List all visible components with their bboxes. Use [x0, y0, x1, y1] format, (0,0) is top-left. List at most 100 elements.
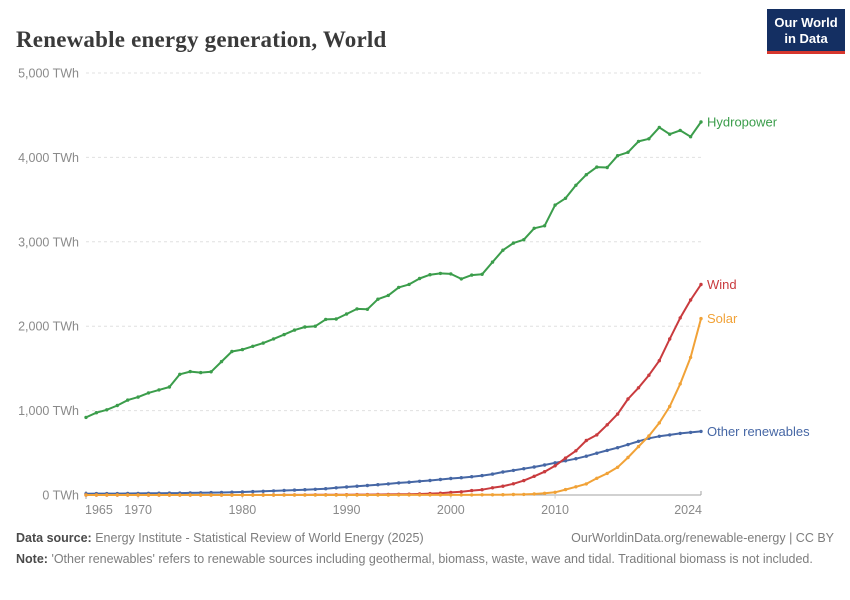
series-point-wind — [449, 490, 453, 495]
series-point-hydropower — [615, 154, 620, 158]
series-line-wind[interactable] — [85, 283, 702, 496]
series-point-hydropower — [678, 128, 682, 133]
series-point-solar — [324, 493, 328, 497]
series-point-other-renewables — [271, 489, 276, 493]
series-point-solar — [417, 493, 422, 497]
series-line-other-renewables[interactable] — [85, 430, 702, 495]
series-point-wind — [574, 449, 578, 453]
series-point-hydropower — [282, 332, 286, 337]
series-point-hydropower — [636, 139, 641, 144]
series-point-solar — [209, 493, 213, 497]
series-point-hydropower — [261, 341, 265, 345]
series-point-other-renewables — [678, 431, 682, 436]
series-point-solar — [261, 493, 265, 497]
series-point-hydropower — [480, 272, 484, 276]
series-point-other-renewables — [282, 488, 286, 493]
series-point-other-renewables — [397, 481, 401, 485]
series-point-hydropower — [84, 415, 88, 420]
series-point-solar — [688, 355, 693, 360]
series-point-solar — [511, 492, 516, 497]
series-line-hydropower[interactable] — [85, 121, 702, 419]
series-point-hydropower — [553, 203, 557, 207]
series-point-other-renewables — [417, 479, 422, 483]
series-point-hydropower — [94, 411, 99, 415]
series-point-wind — [584, 438, 588, 443]
series-point-other-renewables — [584, 454, 588, 458]
series-point-solar — [438, 493, 443, 497]
chart-note: Note: 'Other renewables' refers to renew… — [16, 550, 834, 568]
series-point-solar — [157, 493, 161, 497]
series-point-hydropower — [605, 165, 609, 170]
series-point-other-renewables — [511, 468, 516, 473]
series-label-hydropower[interactable]: Hydropower — [707, 114, 778, 129]
series-point-other-renewables — [605, 448, 609, 453]
series-point-solar — [94, 493, 99, 497]
owid-logo-line2: in Data — [784, 30, 828, 46]
series-label-wind[interactable]: Wind — [707, 277, 737, 292]
series-point-hydropower — [438, 271, 443, 276]
series-point-other-renewables — [428, 478, 432, 483]
series-point-solar — [84, 493, 88, 497]
series-line-solar[interactable] — [85, 317, 702, 496]
series-point-solar — [105, 493, 109, 497]
series-point-hydropower — [490, 260, 495, 264]
series-point-hydropower — [303, 325, 307, 329]
series-point-hydropower — [407, 282, 411, 287]
series-point-solar — [334, 493, 338, 497]
series-point-wind — [522, 478, 526, 483]
chart-note-text: 'Other renewables' refers to renewable s… — [51, 552, 813, 567]
series-point-other-renewables — [688, 430, 693, 435]
series-point-hydropower — [219, 359, 224, 364]
series-point-hydropower — [688, 135, 693, 139]
series-point-hydropower — [178, 372, 182, 376]
owid-logo-line1: Our World — [774, 15, 838, 30]
series-point-hydropower — [292, 328, 297, 332]
line-chart[interactable]: 0 TWh 1,000 TWh 2,000 TWh 3,000 TWh 4,000 TW… — [0, 60, 850, 520]
series-point-other-renewables — [490, 472, 495, 476]
series-point-wind — [595, 433, 599, 437]
series-point-hydropower — [126, 398, 130, 402]
series-point-wind — [615, 412, 620, 416]
series-point-other-renewables — [407, 480, 411, 484]
owid-logo[interactable]: Our World in Data — [767, 9, 845, 55]
series-point-hydropower — [417, 276, 422, 281]
x-tick-label: 2010 — [541, 503, 569, 517]
series-point-solar — [240, 493, 245, 497]
series-point-other-renewables — [251, 489, 255, 494]
series-point-wind — [699, 282, 703, 287]
series-point-other-renewables — [292, 488, 297, 492]
series-point-solar — [115, 493, 120, 497]
series-point-solar — [668, 404, 672, 409]
series-point-other-renewables — [657, 434, 661, 438]
series-point-solar — [219, 493, 224, 497]
series-point-hydropower — [271, 337, 276, 341]
series-point-wind — [657, 359, 661, 363]
series-point-hydropower — [355, 307, 359, 311]
series-point-other-renewables — [386, 482, 390, 486]
data-source-text: Energy Institute - Statistical Review of… — [95, 531, 424, 545]
series-point-solar — [490, 493, 495, 497]
series-point-other-renewables — [636, 439, 641, 443]
series-point-solar — [313, 493, 317, 497]
series-point-solar — [376, 493, 380, 497]
series-point-other-renewables — [219, 490, 224, 495]
series-point-solar — [626, 455, 630, 460]
series-point-wind — [553, 464, 557, 468]
owid-url-link[interactable]: OurWorldinData.org/renewable-energy | CC… — [571, 531, 834, 545]
series-point-other-renewables — [261, 489, 265, 493]
series-point-solar — [178, 493, 182, 497]
y-tick-label: 1,000 TWh — [18, 404, 79, 418]
series-point-other-renewables — [230, 490, 234, 494]
series-label-solar[interactable]: Solar — [707, 311, 738, 326]
series-point-solar — [344, 493, 349, 497]
series-label-other-renewables[interactable]: Other renewables — [707, 424, 810, 439]
x-tick-label: 1970 — [124, 503, 152, 517]
series-point-hydropower — [584, 173, 588, 177]
series-point-solar — [553, 490, 557, 494]
series-point-hydropower — [344, 312, 349, 316]
series-point-wind — [636, 386, 641, 390]
series-point-other-renewables — [626, 442, 630, 447]
series-point-wind — [563, 456, 568, 460]
series-point-solar — [386, 493, 390, 497]
series-point-hydropower — [313, 324, 317, 328]
